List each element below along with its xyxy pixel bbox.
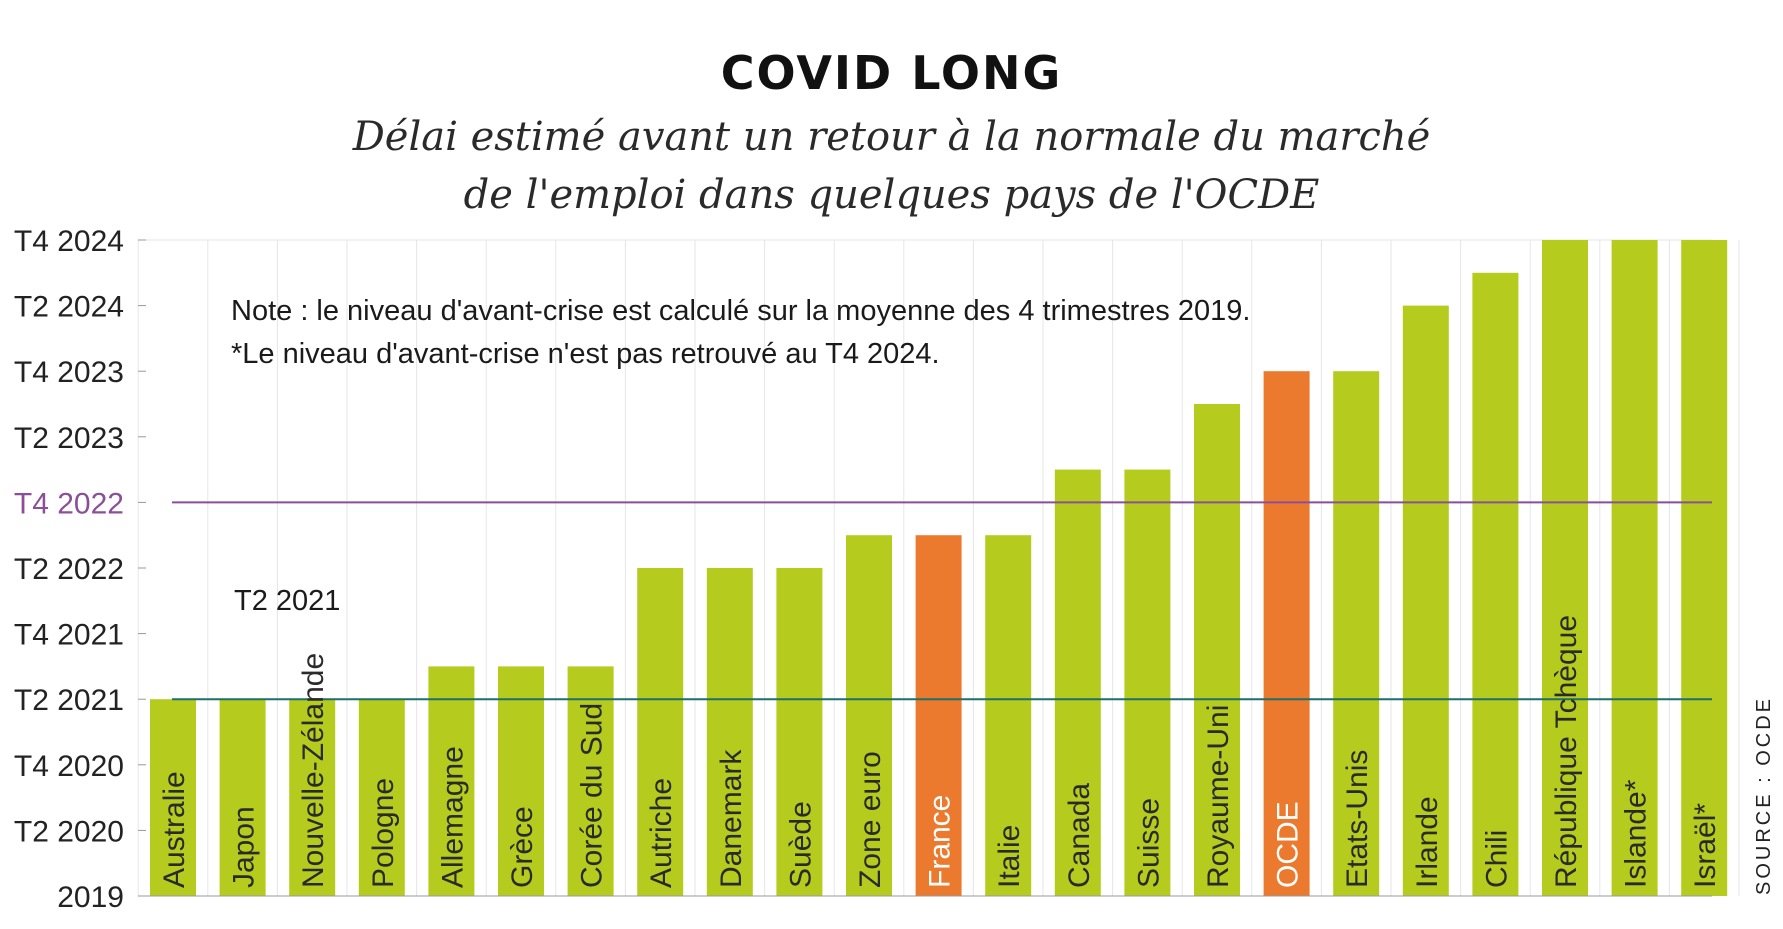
bar-label: Chili bbox=[1480, 830, 1513, 888]
source-label: SOURCE : OCDE bbox=[1753, 696, 1775, 895]
bar-label: Allemagne bbox=[436, 746, 469, 888]
bar bbox=[1472, 272, 1519, 896]
bar bbox=[637, 568, 684, 896]
bar-label: Nouvelle-Zélande bbox=[297, 653, 330, 888]
bar-labels: Australie Japon Nouvelle-Zélande Pologne All… bbox=[158, 615, 1722, 888]
chart-subtitle: Délai estimé avant un retour à la normal… bbox=[0, 108, 1783, 224]
bar bbox=[706, 568, 753, 896]
bar-label: Corée du Sud bbox=[576, 703, 609, 888]
subtitle-line-1: Délai estimé avant un retour à la normal… bbox=[352, 114, 1431, 160]
subtitle-line-2: de l'emploi dans quelques pays de l'OCDE bbox=[463, 172, 1320, 218]
bar-label: Autriche bbox=[645, 778, 678, 888]
bar bbox=[358, 699, 405, 896]
bar-label: Pologne bbox=[367, 778, 400, 888]
bar bbox=[1054, 469, 1101, 896]
y-tick-label: T4 2021 bbox=[14, 619, 124, 652]
bar bbox=[776, 568, 823, 896]
bar bbox=[1263, 371, 1310, 896]
bar-label: Grèce bbox=[506, 806, 539, 888]
y-tick-label: T2 2020 bbox=[14, 815, 124, 848]
y-tick-label: T2 2024 bbox=[14, 291, 124, 324]
bar bbox=[289, 699, 336, 896]
y-tick-label: 2019 bbox=[57, 881, 124, 914]
bar bbox=[985, 535, 1032, 896]
bar-label: Suisse bbox=[1132, 798, 1165, 888]
y-tick-label: T2 2023 bbox=[14, 422, 124, 455]
bar bbox=[1681, 240, 1728, 896]
bar bbox=[1124, 469, 1171, 896]
note-line-2: *Le niveau d'avant-crise n'est pas retro… bbox=[231, 338, 940, 370]
reference-line-annotation: T2 2021 bbox=[234, 585, 340, 617]
y-tick-label: T4 2020 bbox=[14, 750, 124, 783]
bar-label: Italie bbox=[993, 825, 1026, 888]
bar bbox=[150, 699, 196, 896]
bar bbox=[219, 699, 266, 896]
bar-label: OCDE bbox=[1272, 801, 1305, 888]
bars bbox=[150, 240, 1728, 897]
bar bbox=[846, 535, 892, 896]
bar-label: Etats-Unis bbox=[1341, 750, 1374, 888]
bar-label: Zone euro bbox=[854, 751, 887, 888]
bar-label: Danemark bbox=[715, 749, 748, 888]
y-tick-label: T4 2024 bbox=[14, 225, 124, 258]
bar-label: Israël* bbox=[1689, 803, 1722, 888]
y-tick-label: T2 2022 bbox=[14, 553, 124, 586]
bar bbox=[1542, 240, 1588, 896]
bar-label: France bbox=[924, 795, 957, 888]
bar-label: Royaume-Uni bbox=[1202, 705, 1235, 888]
bar-label: Canada bbox=[1063, 783, 1096, 888]
chart-title: COVID LONG bbox=[720, 46, 1063, 100]
bar-label: République Tchèque bbox=[1550, 615, 1583, 888]
bar bbox=[1402, 305, 1449, 897]
bar-label: Suède bbox=[784, 801, 817, 888]
bar bbox=[428, 666, 475, 896]
bar-label: Irlande bbox=[1411, 796, 1444, 888]
bar bbox=[1333, 371, 1380, 896]
bar bbox=[567, 666, 614, 896]
bar bbox=[1611, 240, 1658, 896]
note-line-1: Note : le niveau d'avant-crise est calcu… bbox=[231, 295, 1250, 327]
y-tick-label: T2 2021 bbox=[14, 684, 124, 717]
bar bbox=[1194, 404, 1240, 896]
reference-lines bbox=[172, 501, 1712, 701]
grid-lines bbox=[137, 239, 1740, 896]
bar-label: Japon bbox=[228, 806, 261, 888]
bar-label: Islande* bbox=[1620, 779, 1653, 888]
y-axis: 2019 T2 2020 T4 2020 T2 2021 T4 2021 T2 2022 T… bbox=[14, 225, 1712, 914]
y-tick-label: T4 2023 bbox=[14, 356, 124, 389]
bar bbox=[498, 666, 544, 896]
y-tick-label: T4 2022 bbox=[14, 487, 124, 520]
bar-label: Australie bbox=[158, 771, 191, 888]
bar bbox=[915, 535, 962, 896]
